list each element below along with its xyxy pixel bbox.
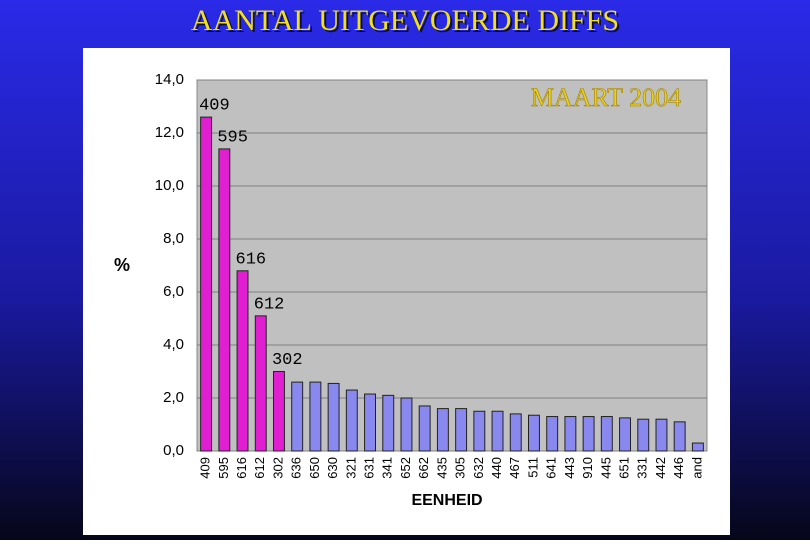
chart-subtitle: MAART 2004 bbox=[531, 83, 681, 112]
bar bbox=[200, 116, 213, 452]
x-tick-label: and bbox=[689, 457, 704, 479]
bar bbox=[619, 417, 631, 452]
x-tick-label: 910 bbox=[580, 457, 595, 479]
y-tick-label: 10,0 bbox=[155, 177, 184, 194]
x-tick-label: 331 bbox=[635, 457, 650, 479]
bar bbox=[400, 397, 413, 452]
x-tick-label: 445 bbox=[598, 457, 613, 479]
x-tick-label: 305 bbox=[453, 457, 468, 479]
bar bbox=[673, 421, 686, 452]
x-tick-label: 595 bbox=[216, 457, 231, 479]
bar bbox=[254, 315, 267, 452]
bar bbox=[582, 416, 595, 452]
bar bbox=[546, 416, 559, 452]
x-tick-label: 409 bbox=[198, 457, 213, 479]
bar bbox=[327, 382, 340, 452]
bar bbox=[273, 371, 285, 452]
bar bbox=[309, 381, 322, 452]
bar bbox=[364, 393, 377, 452]
y-tick-label: 14,0 bbox=[155, 71, 184, 88]
bar bbox=[382, 394, 395, 452]
annotation: 612 bbox=[254, 295, 285, 314]
title-shadow: AANTAL UITGEVOERDE DIFFS bbox=[193, 6, 621, 39]
y-tick-label: 12,0 bbox=[155, 124, 184, 141]
x-tick-label: 651 bbox=[616, 457, 631, 479]
x-tick-label: 302 bbox=[270, 457, 285, 479]
x-tick-label: 650 bbox=[307, 457, 322, 479]
x-tick-label: 652 bbox=[398, 457, 413, 479]
bar bbox=[218, 148, 231, 452]
bar bbox=[473, 410, 486, 452]
bar bbox=[436, 408, 449, 452]
bar bbox=[345, 389, 358, 452]
annotation: 616 bbox=[236, 250, 267, 269]
x-tick-label: 612 bbox=[252, 457, 267, 479]
x-tick-label: 435 bbox=[434, 457, 449, 479]
bar bbox=[691, 442, 704, 452]
x-tick-label: 321 bbox=[343, 457, 358, 479]
bar bbox=[600, 416, 613, 452]
y-axis-label: % bbox=[114, 255, 130, 275]
x-tick-label: 442 bbox=[653, 457, 668, 479]
x-tick-label: 511 bbox=[525, 457, 540, 478]
x-tick-label: 632 bbox=[471, 457, 486, 479]
bar bbox=[637, 418, 650, 452]
x-tick-label: 616 bbox=[234, 457, 249, 479]
bar bbox=[509, 413, 522, 452]
x-tick-label: 631 bbox=[361, 457, 376, 479]
annotation: 302 bbox=[272, 351, 303, 370]
bar bbox=[491, 410, 504, 452]
x-tick-label: 443 bbox=[562, 457, 577, 479]
y-tick-label: 6,0 bbox=[163, 283, 184, 300]
bar bbox=[291, 381, 304, 452]
bar bbox=[455, 408, 468, 452]
y-tick-label: 2,0 bbox=[163, 389, 184, 406]
x-tick-label: 440 bbox=[489, 457, 504, 479]
x-tick-label: 467 bbox=[507, 457, 522, 479]
bar bbox=[236, 270, 249, 452]
x-tick-label: 641 bbox=[544, 457, 559, 479]
bar bbox=[655, 418, 668, 452]
x-tick-label: 446 bbox=[671, 457, 686, 479]
x-axis-label: EENHEID bbox=[411, 492, 482, 509]
x-tick-label: 636 bbox=[289, 457, 304, 479]
bar bbox=[418, 405, 431, 452]
chart-title: AANTAL UITGEVOERDE DIFFS bbox=[191, 4, 619, 37]
y-tick-label: 8,0 bbox=[163, 230, 184, 247]
x-tick-label: 630 bbox=[325, 457, 340, 479]
annotation: 595 bbox=[217, 128, 248, 147]
x-tick-label: 341 bbox=[380, 457, 395, 479]
bar bbox=[564, 416, 577, 452]
annotation: 409 bbox=[199, 97, 230, 116]
y-tick-label: 4,0 bbox=[163, 336, 184, 353]
x-tick-label: 662 bbox=[416, 457, 431, 479]
bar bbox=[528, 414, 540, 452]
y-tick-label: 0,0 bbox=[163, 442, 184, 459]
